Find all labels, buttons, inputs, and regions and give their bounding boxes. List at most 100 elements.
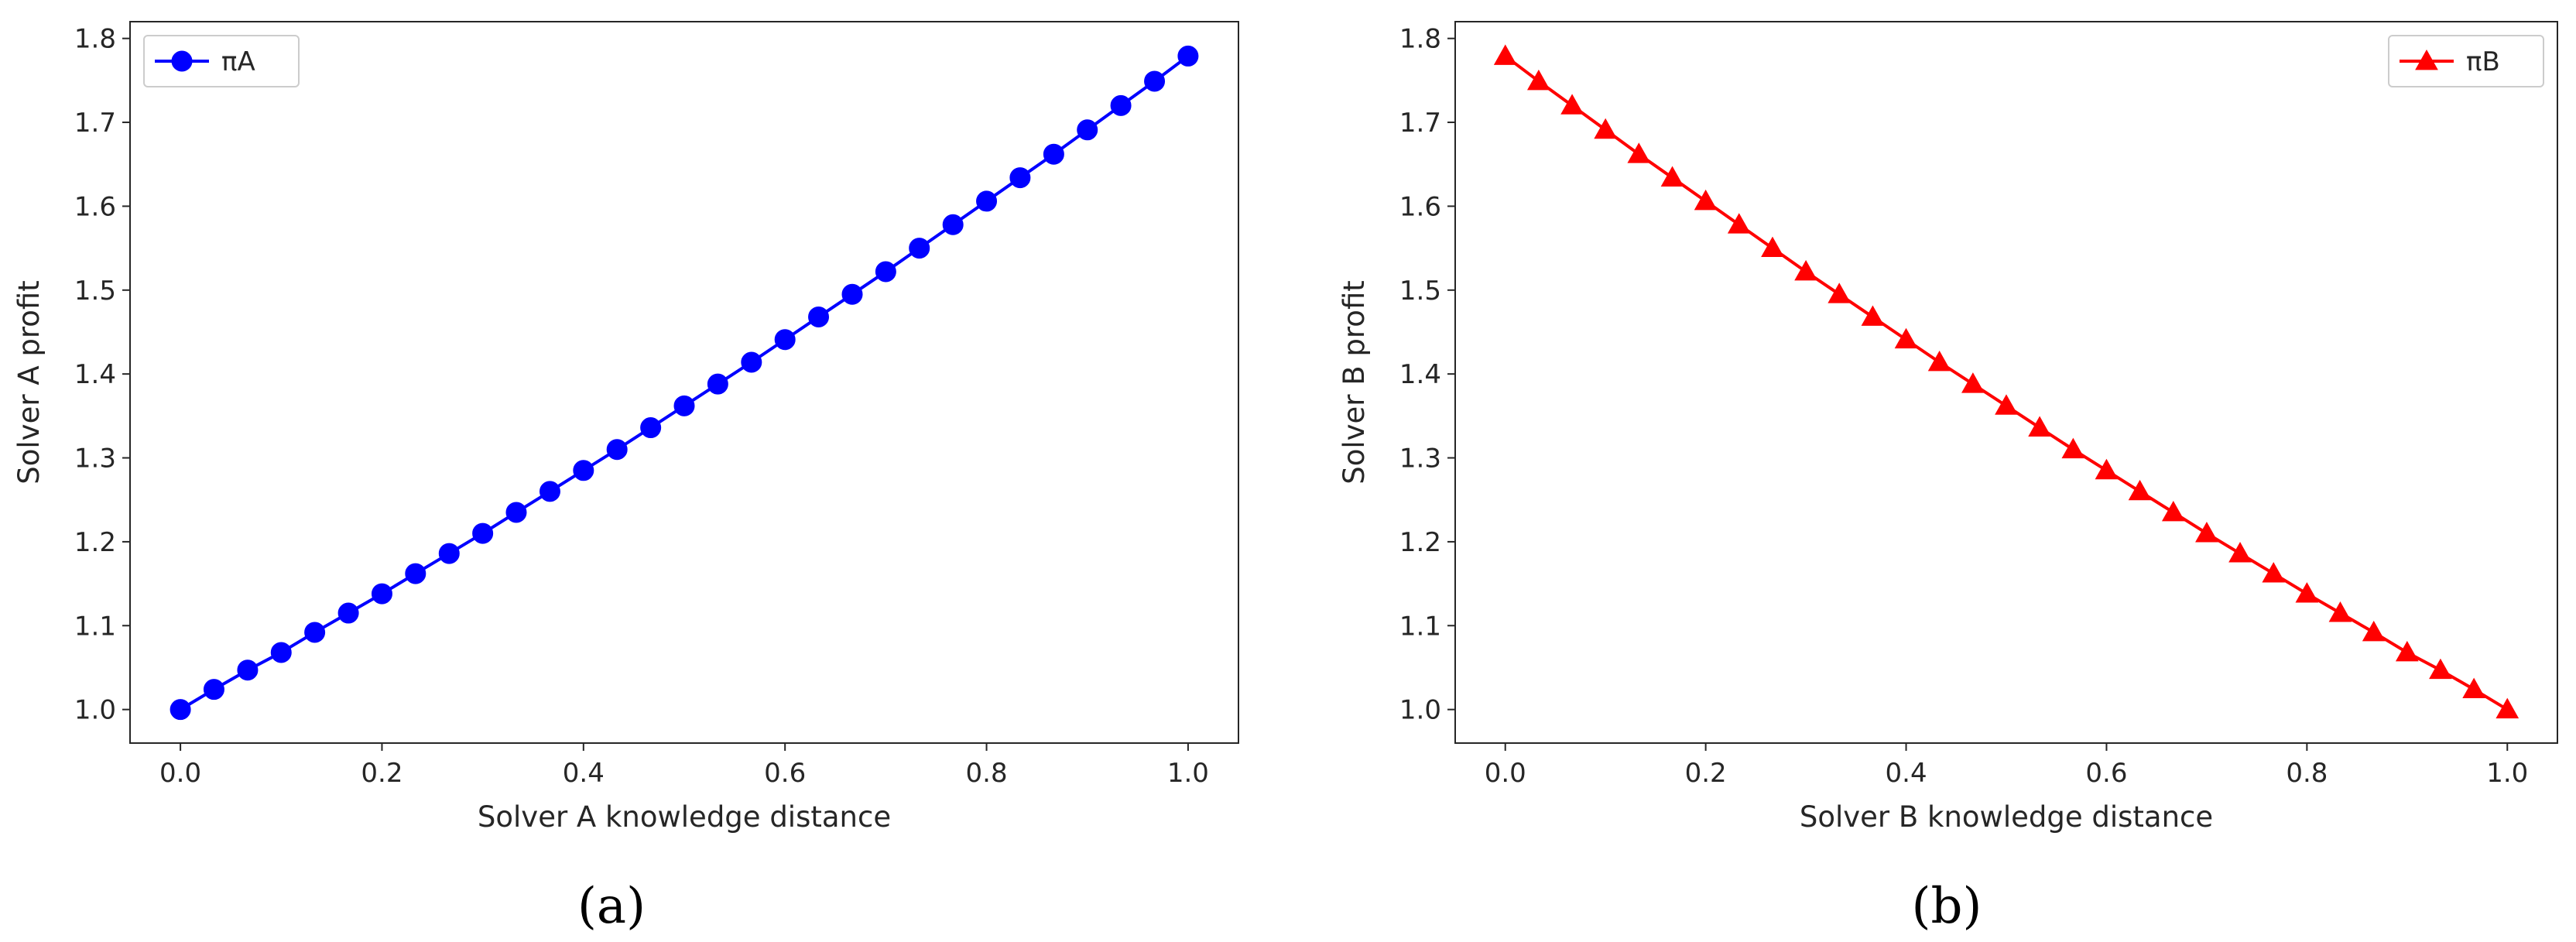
data-point bbox=[707, 373, 728, 395]
data-point bbox=[1560, 94, 1584, 115]
y-tick-label: 1.1 bbox=[74, 611, 116, 642]
legend-label-a: πA bbox=[221, 46, 255, 77]
data-point bbox=[2496, 697, 2519, 719]
y-tick-label: 1.5 bbox=[74, 276, 116, 307]
legend-box-a bbox=[143, 35, 300, 87]
data-point bbox=[1694, 189, 1718, 211]
data-point bbox=[2262, 562, 2286, 583]
data-point bbox=[472, 522, 494, 544]
x-tick-label: 0.4 bbox=[1886, 758, 1927, 789]
x-axis-ticks-a: 0.0 0.2 0.4 0.6 0.8 1.0 bbox=[159, 743, 1209, 789]
data-point bbox=[1493, 44, 1517, 65]
data-point bbox=[1627, 142, 1651, 163]
series-group-b bbox=[1493, 44, 2519, 719]
x-tick-label: 0.4 bbox=[563, 758, 605, 789]
data-point bbox=[1526, 69, 1550, 91]
data-point bbox=[539, 481, 560, 502]
y-axis-label-b: Solver B profit bbox=[1338, 280, 1371, 485]
data-point bbox=[237, 659, 259, 681]
y-tick-label: 1.3 bbox=[1399, 444, 1441, 474]
plot-area-b bbox=[1454, 21, 2558, 744]
data-point bbox=[1761, 236, 1784, 258]
data-point bbox=[1110, 94, 1132, 116]
y-tick-label: 1.5 bbox=[1399, 276, 1441, 307]
data-point bbox=[1828, 283, 1852, 303]
x-tick-label: 0.2 bbox=[361, 758, 402, 789]
y-tick-label: 1.3 bbox=[74, 444, 116, 474]
data-point bbox=[640, 417, 662, 439]
legend-label-b: πB bbox=[2466, 46, 2500, 77]
data-point bbox=[1961, 372, 1985, 393]
data-point bbox=[371, 583, 392, 605]
data-point bbox=[1727, 213, 1751, 234]
data-point bbox=[2228, 542, 2252, 563]
data-point bbox=[976, 190, 998, 212]
data-point bbox=[1927, 350, 1951, 372]
data-point bbox=[2195, 522, 2218, 543]
y-tick-label: 1.6 bbox=[1399, 191, 1441, 222]
y-tick-label: 1.7 bbox=[1399, 108, 1441, 139]
data-point bbox=[2462, 677, 2486, 699]
x-axis-label-b: Solver B knowledge distance bbox=[1800, 800, 2213, 834]
data-point bbox=[2295, 582, 2319, 603]
data-point bbox=[270, 642, 292, 663]
data-point bbox=[909, 238, 930, 259]
data-point bbox=[2395, 640, 2419, 662]
data-point bbox=[841, 283, 863, 305]
data-point bbox=[2061, 437, 2085, 459]
series-group-a bbox=[170, 45, 1199, 721]
legend-box-b bbox=[2388, 35, 2544, 87]
legend-b: πB bbox=[2388, 35, 2544, 87]
y-axis-ticks-b: 1.0 1.1 1.2 1.3 1.4 1.5 1.6 1.7 1.8 bbox=[1399, 24, 1455, 726]
y-tick-label: 1.7 bbox=[74, 108, 116, 139]
data-point bbox=[1995, 394, 2018, 415]
y-tick-label: 1.4 bbox=[1399, 359, 1441, 390]
data-point bbox=[573, 460, 594, 481]
data-point bbox=[1594, 118, 1618, 139]
x-tick-label: 0.8 bbox=[966, 758, 1008, 789]
y-tick-label: 1.2 bbox=[1399, 527, 1441, 558]
data-point bbox=[2161, 500, 2185, 522]
data-point bbox=[2362, 620, 2386, 642]
x-tick-label: 0.2 bbox=[1685, 758, 1727, 789]
data-point bbox=[2028, 416, 2051, 437]
data-point bbox=[673, 395, 695, 416]
data-point bbox=[1794, 259, 1817, 281]
x-tick-label: 0.6 bbox=[2085, 758, 2127, 789]
data-point bbox=[2328, 601, 2352, 622]
x-axis-ticks-b: 0.0 0.2 0.4 0.6 0.8 1.0 bbox=[1485, 743, 2528, 789]
data-point bbox=[1009, 167, 1031, 189]
x-tick-label: 0.0 bbox=[159, 758, 201, 789]
data-point bbox=[1894, 327, 1918, 349]
chart-panel-a: 0.0 0.2 0.4 0.6 0.8 1.0 1.0 1.1 1.2 1.3 1.4 1.5 1.6… bbox=[12, 21, 1239, 935]
data-point bbox=[606, 439, 628, 461]
y-tick-label: 1.6 bbox=[74, 191, 116, 222]
data-point bbox=[1861, 305, 1885, 326]
x-tick-label: 1.0 bbox=[2486, 758, 2528, 789]
y-axis-label-a: Solver A profit bbox=[12, 280, 46, 484]
x-tick-label: 1.0 bbox=[1167, 758, 1209, 789]
data-point bbox=[875, 261, 896, 283]
y-axis-ticks-a: 1.0 1.1 1.2 1.3 1.4 1.5 1.6 1.7 1.8 bbox=[74, 24, 130, 726]
x-tick-label: 0.0 bbox=[1485, 758, 1526, 789]
data-point bbox=[808, 306, 830, 327]
data-point bbox=[1177, 45, 1199, 67]
x-tick-label: 0.6 bbox=[764, 758, 806, 789]
panel-caption-b: (b) bbox=[1912, 878, 1982, 935]
chart-panel-b: 0.0 0.2 0.4 0.6 0.8 1.0 1.0 1.1 1.2 1.3 1.4 1.5 1.6… bbox=[1338, 21, 2558, 935]
y-tick-label: 1.0 bbox=[74, 695, 116, 726]
data-point bbox=[2429, 658, 2452, 680]
data-point bbox=[203, 679, 224, 701]
data-point bbox=[170, 699, 191, 721]
y-tick-label: 1.8 bbox=[74, 24, 116, 55]
data-point bbox=[2128, 479, 2152, 501]
data-point bbox=[505, 502, 527, 523]
y-tick-label: 1.1 bbox=[1399, 611, 1441, 642]
data-point bbox=[2095, 458, 2119, 480]
panel-caption-a: (a) bbox=[577, 878, 646, 935]
legend-marker-shape bbox=[171, 50, 193, 72]
data-point bbox=[1077, 119, 1098, 141]
y-tick-label: 1.4 bbox=[74, 359, 116, 390]
data-point bbox=[741, 351, 762, 373]
